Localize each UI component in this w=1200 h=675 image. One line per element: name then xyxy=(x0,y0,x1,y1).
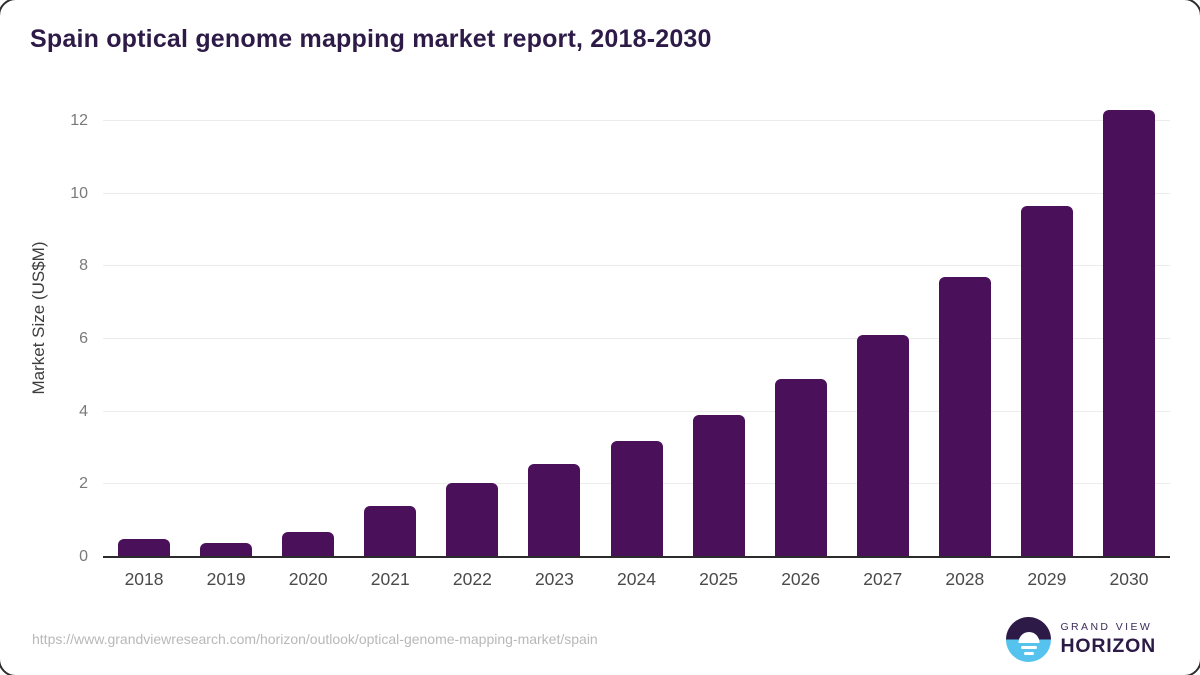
gridline xyxy=(103,192,1170,194)
bar-2026 xyxy=(774,379,827,557)
bar-2020 xyxy=(282,531,335,557)
grandview-horizon-logo: GRAND VIEW HORIZON xyxy=(1006,617,1156,662)
gridline xyxy=(103,410,1170,412)
y-tick-label: 12 xyxy=(70,112,88,130)
bar-2024 xyxy=(610,440,663,557)
bar-cell xyxy=(185,90,267,557)
gridline xyxy=(103,265,1170,267)
x-tick-labels: 2018 2019 2020 2021 2022 2023 2024 2025 2026 2027… xyxy=(103,569,1170,590)
y-tick-label: 6 xyxy=(79,330,88,348)
horizon-sunset-icon xyxy=(1006,617,1052,662)
bar-cell xyxy=(349,90,431,557)
gridline xyxy=(103,338,1170,340)
x-tick-label: 2019 xyxy=(206,569,246,589)
bar-2018 xyxy=(118,538,171,557)
x-tick-label: 2022 xyxy=(452,569,492,589)
bar-cell xyxy=(103,90,185,557)
x-tick-label: 2026 xyxy=(781,569,821,589)
bar-2025 xyxy=(692,415,745,557)
source-url: https://www.grandviewresearch.com/horizo… xyxy=(32,631,598,647)
y-tick-label: 4 xyxy=(79,402,88,420)
y-tick-label: 0 xyxy=(79,548,88,565)
bar-2029 xyxy=(1020,206,1073,557)
bar-cell xyxy=(595,90,677,557)
x-tick-label: 2024 xyxy=(617,569,656,589)
x-tick-label: 2029 xyxy=(1027,569,1067,589)
x-tick-label: 2023 xyxy=(534,569,574,589)
logo-brand-name: GRAND VIEW xyxy=(1060,621,1153,633)
bar-cell xyxy=(513,90,595,557)
bar-2019 xyxy=(200,542,253,557)
x-tick-label: 2021 xyxy=(370,569,410,589)
bar-cell xyxy=(1088,90,1170,557)
x-tick-label: 2025 xyxy=(699,569,739,589)
bar-2028 xyxy=(938,277,991,557)
y-tick-label: 2 xyxy=(79,475,88,493)
x-tick-label: 2020 xyxy=(288,569,328,589)
y-tick-label: 10 xyxy=(70,184,88,202)
x-axis-line xyxy=(103,556,1170,558)
bar-2023 xyxy=(528,464,581,557)
bar-cell xyxy=(678,90,760,557)
bars xyxy=(103,90,1170,557)
x-tick-label: 2028 xyxy=(945,569,985,589)
bar-cell xyxy=(267,90,349,557)
y-tick-label: 8 xyxy=(79,257,88,275)
bar-cell xyxy=(842,90,924,557)
gridline xyxy=(103,120,1170,122)
x-tick-label: 2018 xyxy=(124,569,164,589)
logo-product-name: HORIZON xyxy=(1060,635,1156,657)
bar-cell xyxy=(924,90,1006,557)
x-tick-label: 2030 xyxy=(1109,569,1149,589)
bar-cell xyxy=(760,90,842,557)
x-tick-label: 2027 xyxy=(863,569,903,589)
bar-cell xyxy=(431,90,513,557)
plot-area xyxy=(103,90,1170,558)
chart-title: Spain optical genome mapping market repo… xyxy=(30,25,712,53)
bar-2022 xyxy=(446,482,499,557)
bar-cell xyxy=(1006,90,1088,557)
bar-2030 xyxy=(1102,110,1155,557)
bar-2021 xyxy=(364,506,417,557)
bar-2027 xyxy=(856,335,909,557)
